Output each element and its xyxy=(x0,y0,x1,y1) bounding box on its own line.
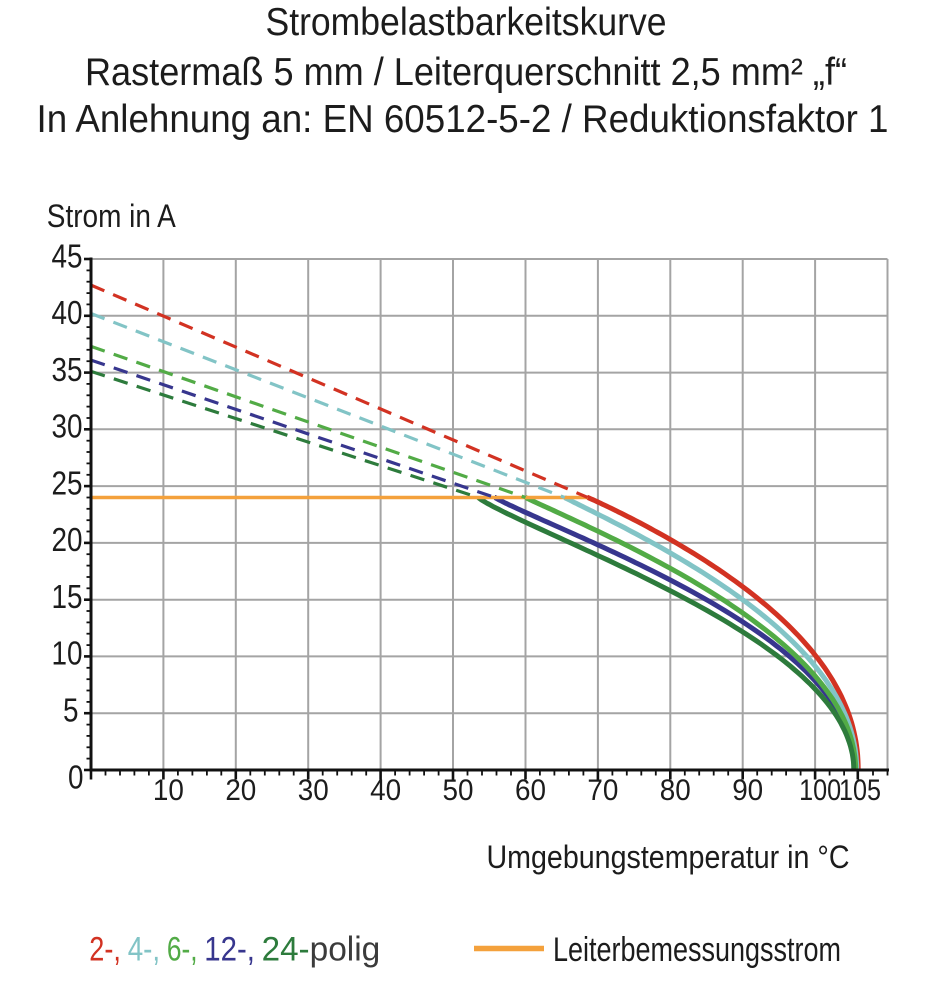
svg-text:In Anlehnung an: EN 60512-5-2: In Anlehnung an: EN 60512-5-2 / Reduktio… xyxy=(37,98,889,141)
svg-text:20: 20 xyxy=(225,774,256,807)
svg-text:Strombelastbarkeitskurve: Strombelastbarkeitskurve xyxy=(266,1,667,44)
svg-text:6-,: 6-, xyxy=(167,931,198,969)
svg-text:0: 0 xyxy=(68,759,84,796)
svg-text:25: 25 xyxy=(52,464,83,501)
svg-text:15: 15 xyxy=(52,578,83,615)
svg-text:2-,: 2-, xyxy=(89,931,121,969)
svg-text:80: 80 xyxy=(660,774,691,807)
svg-text:50: 50 xyxy=(443,774,474,807)
svg-text:12-,: 12-, xyxy=(204,931,255,969)
svg-text:60: 60 xyxy=(515,774,546,807)
svg-text:5: 5 xyxy=(63,692,79,729)
svg-text:105: 105 xyxy=(839,774,881,807)
svg-text:35: 35 xyxy=(52,351,83,388)
svg-text:30: 30 xyxy=(52,408,83,445)
svg-text:40: 40 xyxy=(52,294,83,331)
svg-text:4-,: 4-, xyxy=(128,931,160,969)
svg-text:Rastermaß 5 mm / Leiterquersch: Rastermaß 5 mm / Leiterquerschnitt 2,5 m… xyxy=(85,51,847,94)
svg-text:100: 100 xyxy=(799,774,841,807)
svg-text:polig: polig xyxy=(310,931,381,969)
svg-text:Strom in A: Strom in A xyxy=(47,198,177,234)
svg-text:24-: 24- xyxy=(262,931,310,969)
svg-text:20: 20 xyxy=(52,521,83,558)
svg-text:45: 45 xyxy=(52,237,83,274)
svg-text:90: 90 xyxy=(732,774,763,807)
svg-text:30: 30 xyxy=(298,774,329,807)
svg-text:Leiterbemessungsstrom: Leiterbemessungsstrom xyxy=(553,931,841,969)
svg-text:10: 10 xyxy=(153,774,184,807)
svg-text:Umgebungstemperatur in °C: Umgebungstemperatur in °C xyxy=(487,839,850,875)
svg-text:10: 10 xyxy=(52,635,83,672)
svg-text:70: 70 xyxy=(587,774,618,807)
svg-text:40: 40 xyxy=(370,774,401,807)
